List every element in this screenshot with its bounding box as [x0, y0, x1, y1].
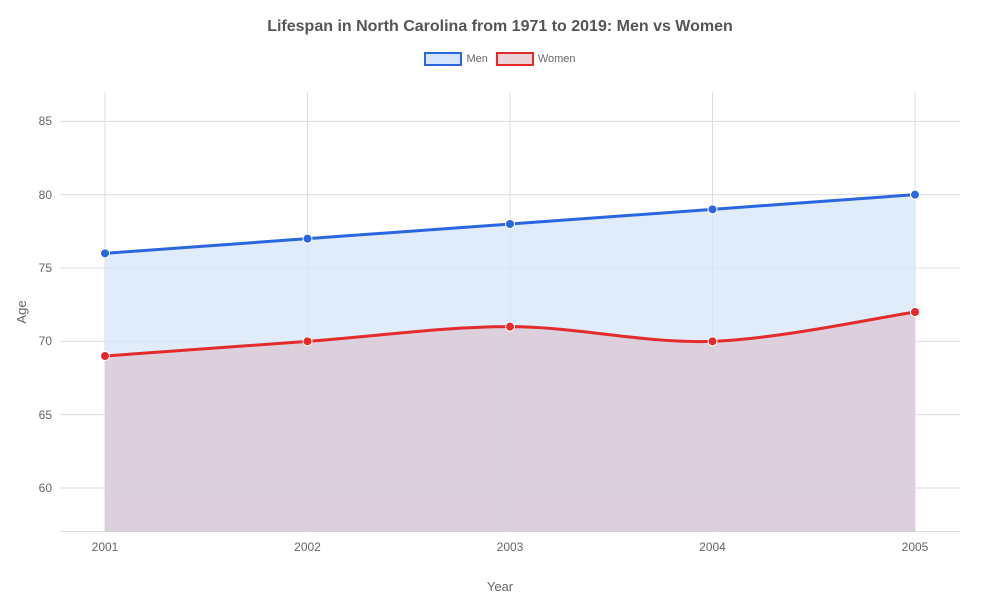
- marker-men[interactable]: [911, 190, 920, 199]
- legend-swatch-men: [424, 52, 462, 66]
- x-tick-label: 2001: [92, 540, 119, 554]
- x-axis-label: Year: [487, 579, 513, 594]
- marker-men[interactable]: [303, 234, 312, 243]
- marker-men[interactable]: [708, 205, 717, 214]
- y-tick-label: 80: [39, 188, 52, 202]
- legend-item-men[interactable]: Men: [424, 52, 487, 66]
- legend-label-men: Men: [466, 53, 487, 65]
- y-axis-label: Age: [14, 300, 29, 323]
- plot-area: 60657075808520012002200320042005: [60, 92, 960, 532]
- marker-women[interactable]: [303, 337, 312, 346]
- x-tick-label: 2004: [699, 540, 726, 554]
- legend-item-women[interactable]: Women: [496, 52, 576, 66]
- legend-label-women: Women: [538, 53, 576, 65]
- x-tick-label: 2002: [294, 540, 321, 554]
- y-tick-label: 85: [39, 114, 52, 128]
- chart-svg: [60, 92, 960, 532]
- marker-women[interactable]: [708, 337, 717, 346]
- chart-container: Lifespan in North Carolina from 1971 to …: [0, 0, 1000, 600]
- marker-men[interactable]: [506, 220, 515, 229]
- chart-title: Lifespan in North Carolina from 1971 to …: [0, 0, 1000, 36]
- marker-women[interactable]: [506, 322, 515, 331]
- marker-women[interactable]: [911, 308, 920, 317]
- x-tick-label: 2003: [497, 540, 524, 554]
- marker-men[interactable]: [101, 249, 110, 258]
- chart-legend: Men Women: [0, 52, 1000, 66]
- legend-swatch-women: [496, 52, 534, 66]
- y-tick-label: 65: [39, 408, 52, 422]
- x-tick-label: 2005: [902, 540, 929, 554]
- y-tick-label: 75: [39, 261, 52, 275]
- marker-women[interactable]: [101, 352, 110, 361]
- y-tick-label: 70: [39, 334, 52, 348]
- y-tick-label: 60: [39, 481, 52, 495]
